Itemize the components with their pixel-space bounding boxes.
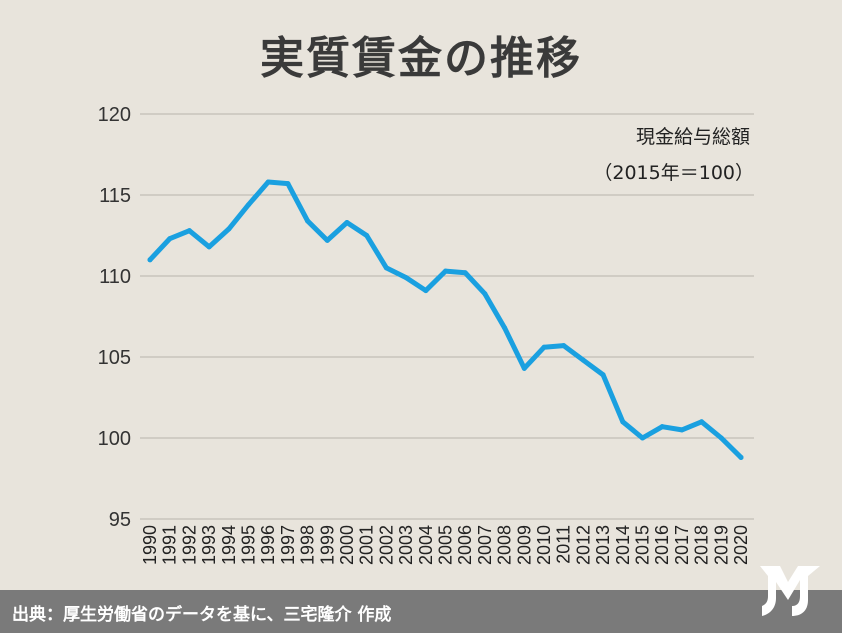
- y-tick-label: 100: [98, 428, 131, 450]
- source-credit: 出典：厚生労働省のデータを基に、三宅隆介 作成: [12, 605, 392, 625]
- x-tick-label: 2000: [337, 525, 357, 565]
- data-point: [580, 357, 586, 363]
- y-tick-label: 105: [98, 347, 131, 369]
- x-tick-label: 2014: [613, 525, 633, 565]
- x-tick-label: 2013: [593, 525, 613, 565]
- x-tick-label: 2006: [455, 525, 475, 565]
- data-point: [659, 424, 665, 430]
- data-point: [324, 237, 330, 243]
- chart-title: 実質賃金の推移: [260, 33, 582, 84]
- x-tick-label: 2005: [436, 525, 456, 565]
- data-point: [443, 268, 448, 274]
- data-point: [285, 181, 291, 187]
- y-axis-ticks: 120 115 110 105 100 95: [98, 104, 131, 531]
- x-tick-label: 1999: [317, 525, 337, 565]
- x-tick-label: 2004: [416, 525, 436, 565]
- data-point: [206, 244, 212, 250]
- data-point: [364, 233, 370, 238]
- x-tick-label: 1992: [179, 525, 199, 565]
- data-point: [383, 265, 389, 271]
- data-point: [620, 419, 626, 425]
- x-tick-label: 2002: [376, 525, 396, 565]
- x-axis-ticks: 1990 1991 1992 1993 1994 1995 1996 1997 1998 1999…: [140, 525, 751, 565]
- data-point: [482, 291, 488, 297]
- data-point: [167, 236, 173, 242]
- data-point: [738, 454, 744, 460]
- data-point: [246, 202, 251, 208]
- x-tick-label: 1994: [219, 525, 239, 565]
- chart-note-base-year: （2015年＝100）: [593, 162, 754, 184]
- data-point: [561, 343, 567, 349]
- data-point: [600, 372, 606, 378]
- x-tick-label: 2017: [672, 525, 692, 565]
- y-tick-label: 110: [99, 266, 131, 288]
- series-layer: [147, 179, 744, 460]
- series-line: [147, 179, 744, 460]
- data-point: [226, 226, 232, 232]
- data-point: [718, 435, 724, 441]
- x-tick-label: 1998: [298, 525, 318, 565]
- y-tick-label: 95: [109, 509, 131, 531]
- x-tick-label: 2018: [692, 525, 712, 565]
- grid-lines: [140, 113, 754, 520]
- x-tick-label: 1990: [140, 525, 160, 565]
- x-tick-label: 2003: [396, 525, 416, 565]
- x-tick-label: 2019: [711, 525, 731, 565]
- x-tick-label: 2016: [652, 525, 672, 565]
- y-tick-label: 120: [98, 104, 131, 126]
- data-point: [502, 325, 508, 331]
- x-tick-label: 1995: [239, 525, 259, 565]
- x-tick-label: 2007: [475, 525, 495, 565]
- y-tick-label: 115: [99, 185, 131, 207]
- data-point: [186, 228, 192, 234]
- data-point: [423, 288, 429, 294]
- x-tick-label: 2001: [357, 525, 377, 565]
- data-point: [462, 270, 468, 276]
- x-tick-label: 2015: [633, 525, 653, 565]
- footer-bar: 出典：厚生労働省のデータを基に、三宅隆介 作成: [0, 590, 842, 633]
- data-point: [147, 257, 153, 263]
- chart-note-measure: 現金給与総額: [636, 126, 750, 148]
- x-tick-label: 1996: [258, 525, 278, 565]
- data-point: [305, 218, 311, 224]
- data-point: [679, 427, 685, 433]
- mr-logo-icon: [760, 566, 820, 616]
- x-tick-label: 2009: [514, 525, 534, 565]
- x-tick-label: 1997: [278, 525, 298, 565]
- data-point: [344, 220, 350, 226]
- data-point: [403, 275, 409, 281]
- x-tick-label: 1993: [199, 525, 219, 565]
- x-tick-label: 1991: [160, 525, 180, 565]
- data-point: [640, 435, 645, 441]
- x-tick-label: 2012: [573, 525, 593, 565]
- x-tick-label: 2020: [731, 525, 751, 565]
- x-tick-label: 2011: [554, 525, 574, 564]
- data-point: [265, 179, 271, 185]
- data-point: [699, 419, 705, 425]
- data-point: [541, 344, 547, 350]
- data-point: [521, 365, 527, 371]
- x-tick-label: 2010: [534, 525, 554, 565]
- x-tick-label: 2008: [495, 525, 515, 565]
